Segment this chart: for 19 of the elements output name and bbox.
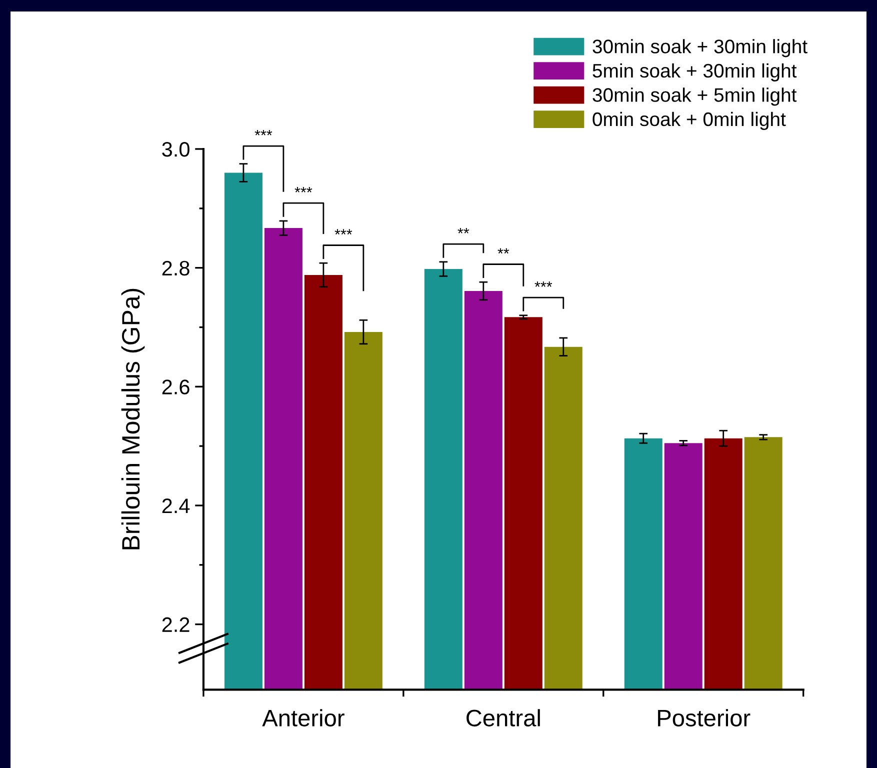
- text: ***: [254, 130, 272, 136]
- x-tick-label: Central: [466, 709, 540, 726]
- legend-label: 30min soak + 30min light: [592, 39, 808, 58]
- y-tick-label: 2.2: [162, 617, 190, 632]
- x-tick-label: Posterior: [658, 709, 750, 726]
- y-axis-title: Brillouin Modulus (GPa): [121, 288, 145, 550]
- y-tick-label: 2.6: [162, 380, 190, 394]
- y-tick-label: 2.4: [162, 498, 190, 514]
- y-tick-label: 2.8: [162, 260, 190, 276]
- y-tick-label: 3.0: [162, 142, 190, 157]
- legend-label: 5min soak + 30min light: [592, 63, 797, 82]
- x-tick-label: Anterior: [262, 709, 344, 726]
- legend-label: 0min soak + 0min light: [592, 112, 786, 130]
- annotation: ***: [334, 229, 352, 235]
- annotation: **: [458, 228, 470, 234]
- annotation: **: [498, 248, 510, 254]
- annotation: ***: [294, 187, 312, 192]
- annotation: ***: [534, 281, 552, 287]
- legend-label: 30min soak + 5min light: [592, 88, 797, 106]
